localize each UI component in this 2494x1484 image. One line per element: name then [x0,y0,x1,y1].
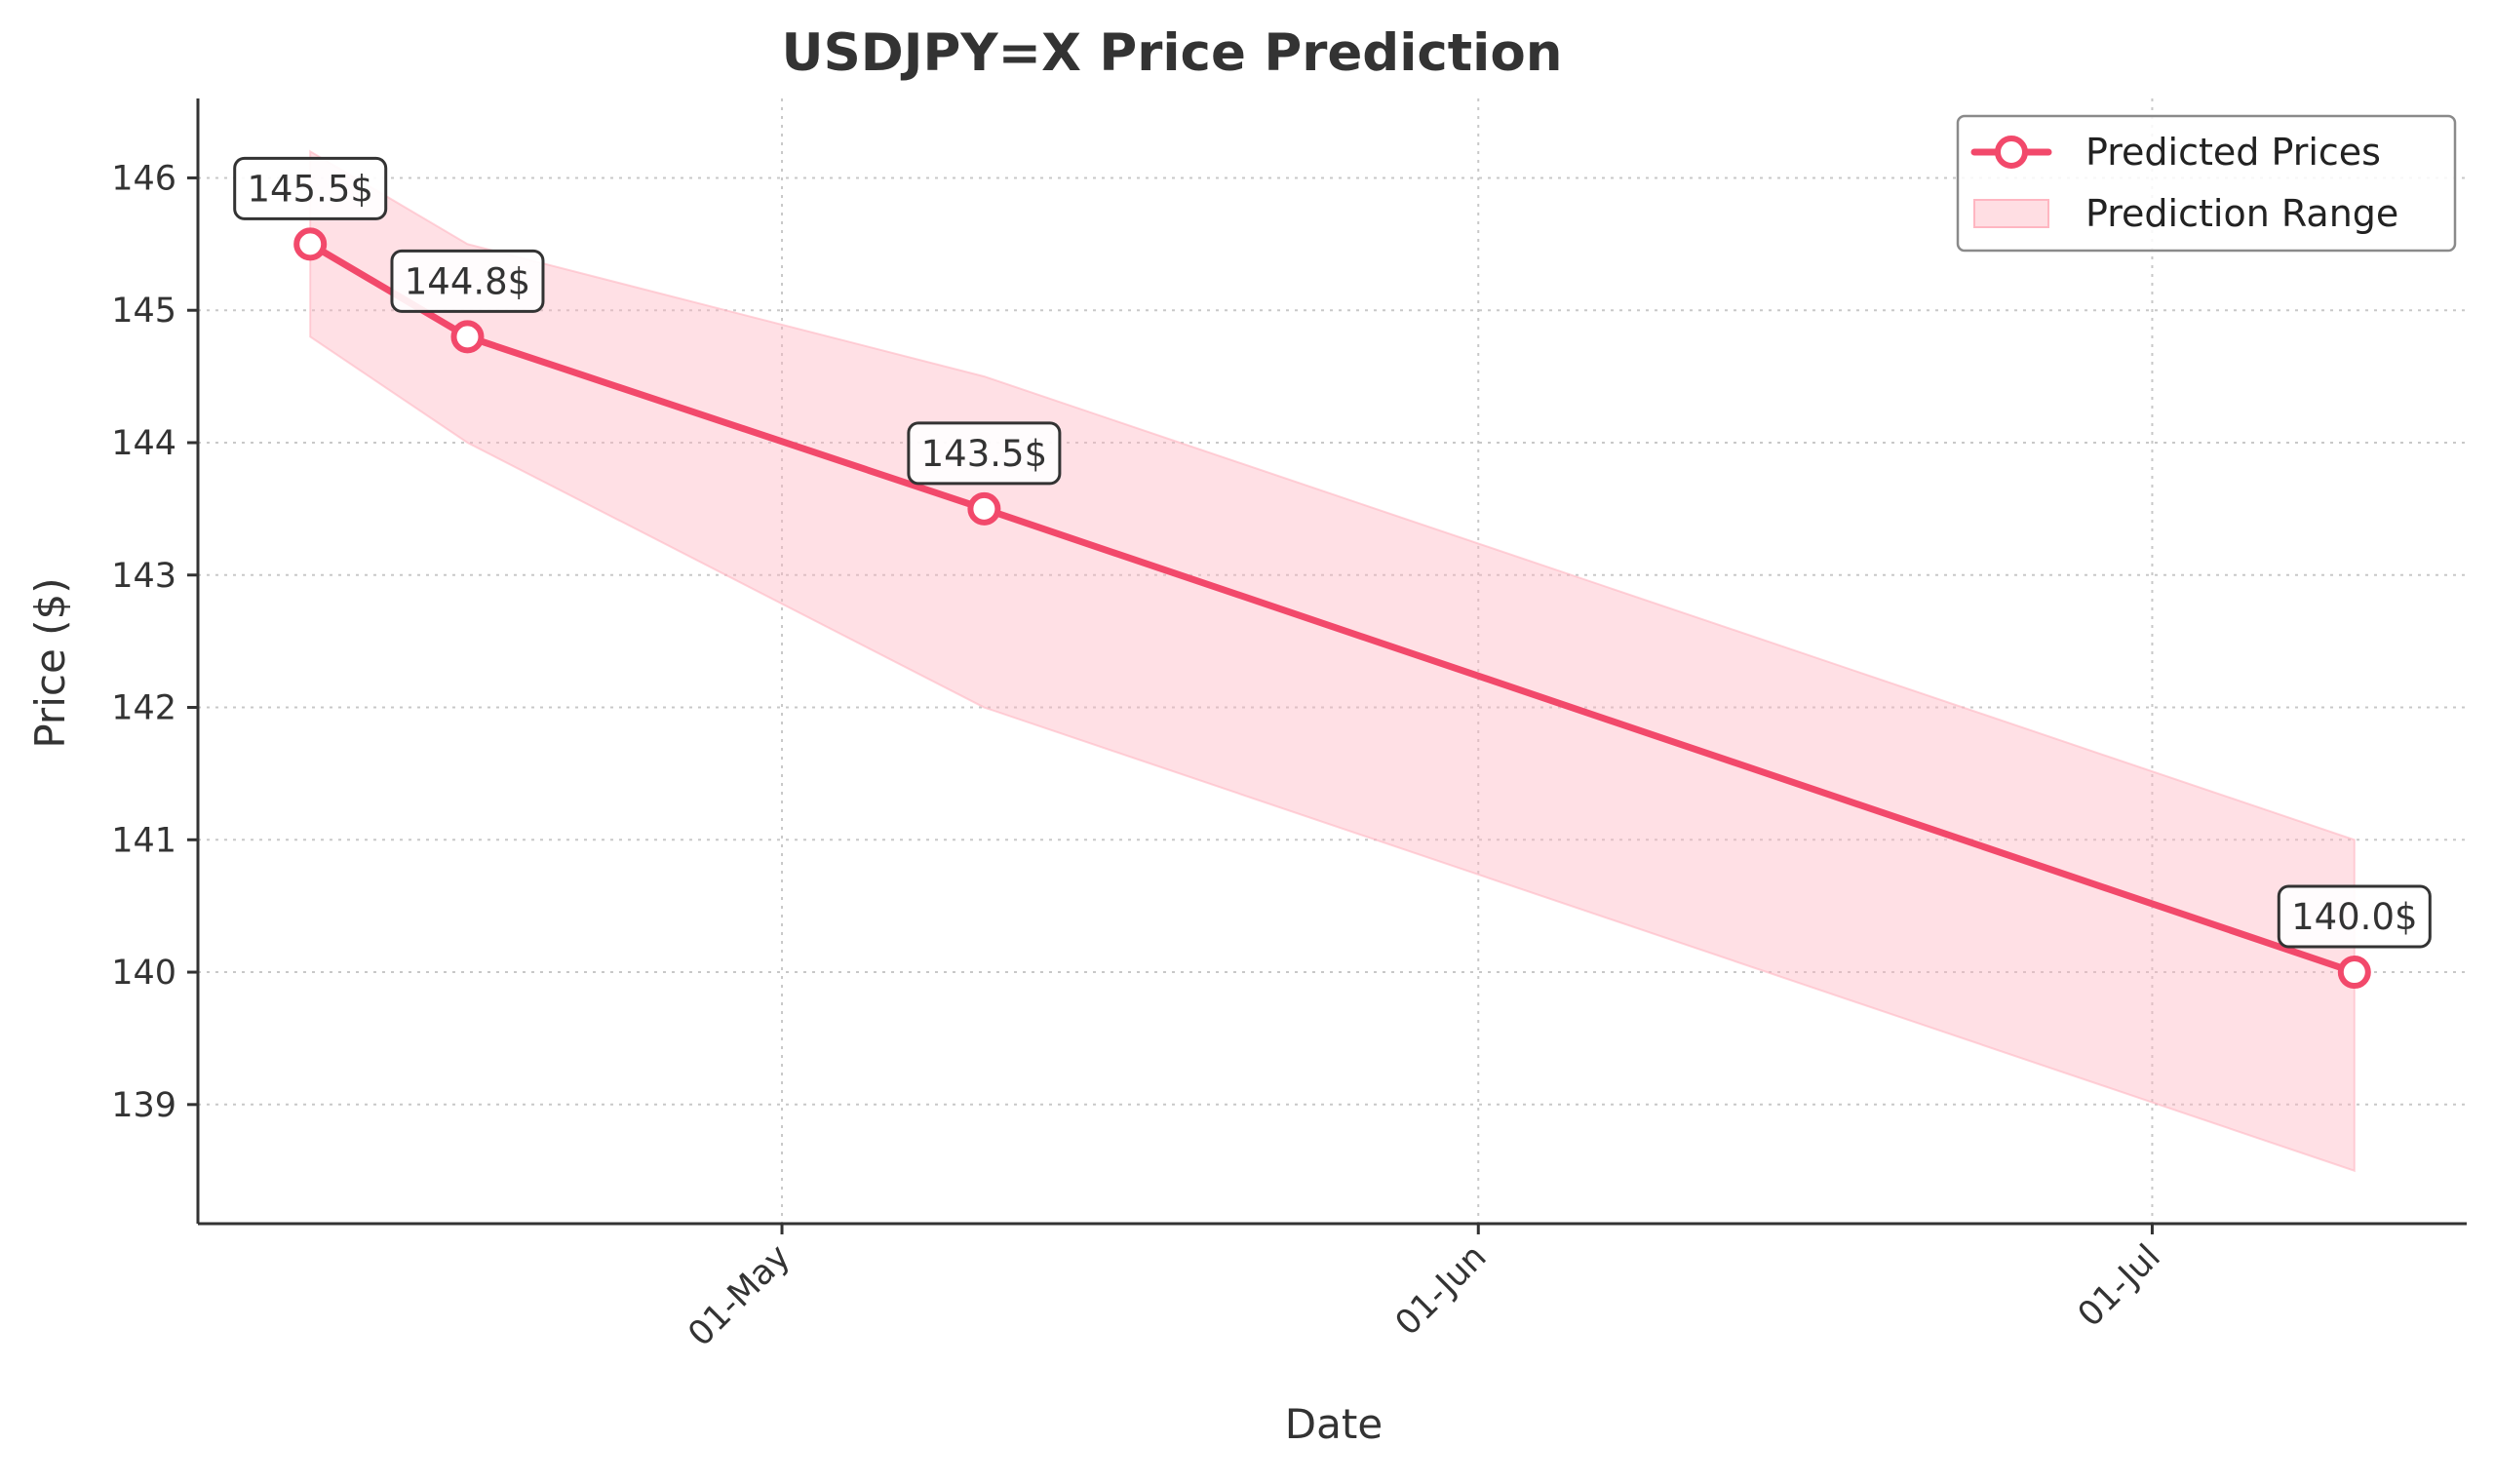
x-axis-label: Date [1285,1400,1383,1448]
price-annotation-box [2277,884,2432,949]
x-tick-label: 01-May [682,1237,799,1354]
price-annotation-label: 145.5$ [247,168,372,210]
y-axis-label: Price ($) [26,577,74,748]
grid-lines [198,98,2467,1224]
legend-predicted-marker-swatch [1995,136,2028,169]
y-tick-label: 144 [111,424,176,463]
prediction-range-area [309,149,2356,1173]
price-annotation-label: 140.0$ [2291,896,2417,938]
legend-range-swatch [1973,199,2049,228]
y-tick-label: 142 [111,689,176,728]
price-annotation-box [907,421,1062,486]
price-annotation-label: 144.8$ [405,260,530,302]
legend-predicted-label: Predicted Prices [2085,131,2381,174]
prediction-range-band [309,149,2356,1173]
price-annotation-box [390,249,545,313]
y-tick-label: 140 [111,954,176,993]
price-annotations: 145.5$ 144.8$ 143.5$ 140.0$ [233,156,2432,949]
chart-title: USDJPY=X Price Prediction [782,23,1563,83]
predicted-price-point [450,320,485,354]
x-tick-label: 01-Jun [1388,1237,1495,1344]
y-tick-label: 146 [111,159,176,198]
predicted-price-point [967,491,1001,526]
legend-frame [1956,114,2457,253]
x-tick-label: 01-Jul [2071,1237,2168,1335]
y-tick-label: 145 [111,292,176,331]
legend: Predicted Prices Prediction Range [1956,114,2457,253]
legend-range-label: Prediction Range [2085,192,2398,235]
y-tick-label: 143 [111,557,176,596]
predicted-price-series-line [306,240,2358,976]
predicted-price-point [293,227,328,261]
price-annotation-label: 143.5$ [921,433,1047,475]
predicted-price-line [293,227,2371,990]
predicted-price-point [2337,956,2371,990]
y-tick-label: 141 [111,821,176,860]
price-annotation-box [233,156,388,220]
y-tick-label: 139 [111,1086,176,1125]
